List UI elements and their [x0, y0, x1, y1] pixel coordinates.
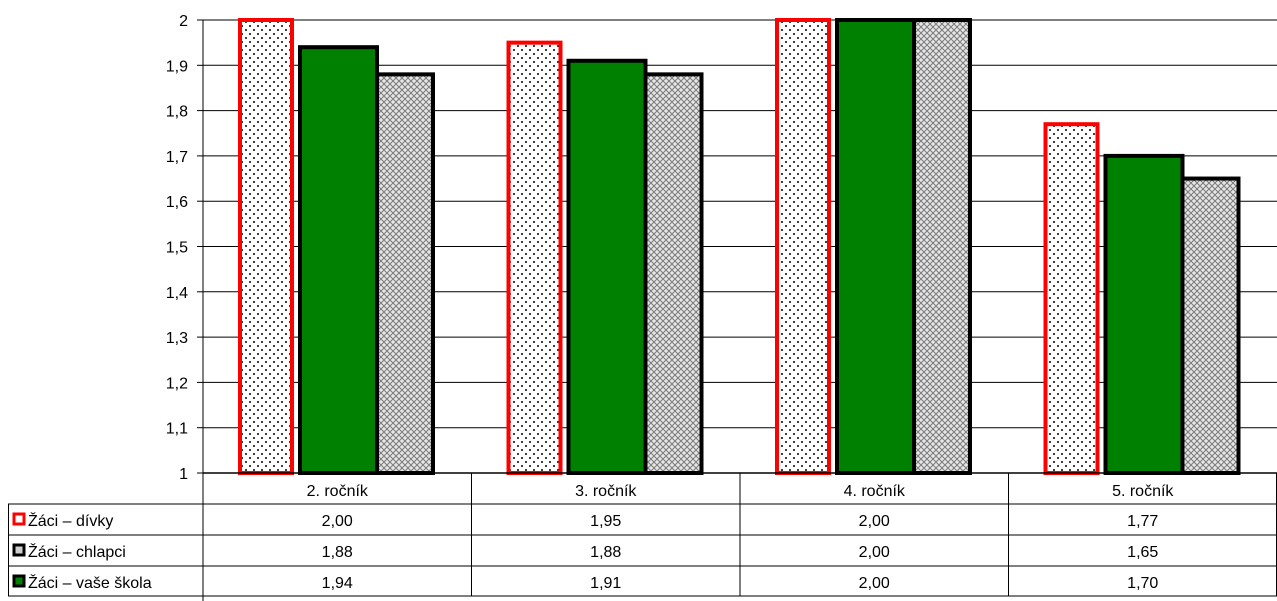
- y-tick-label: 1,2: [166, 375, 188, 392]
- y-tick-label: 1,5: [166, 240, 188, 257]
- y-tick-label: 1,4: [166, 285, 188, 302]
- y-tick-label: 1,1: [166, 421, 188, 438]
- y-tick-label: 2: [179, 13, 188, 30]
- y-tick-label: 1,8: [166, 104, 188, 121]
- legend-key: [12, 543, 26, 557]
- x-tick-label: 4. ročník: [844, 483, 906, 500]
- x-tick-label: 5. ročník: [1112, 483, 1174, 500]
- bar-1-2: [506, 40, 563, 476]
- data-label: 1,91: [590, 575, 621, 592]
- bar-1-1: [238, 18, 294, 475]
- bar-3-4: [1180, 176, 1241, 476]
- data-label: 1,88: [590, 544, 621, 561]
- axes: 1 1,1 1,2 1,3 1,4 1,5 1,6 1,7 1,8 1,9 2: [166, 13, 1277, 601]
- x-tick-label: 3. ročník: [575, 483, 637, 500]
- y-tick-label: 1,3: [166, 330, 188, 347]
- x-tick-label: 2. ročník: [307, 483, 369, 500]
- legend-key: [12, 574, 26, 588]
- data-label: 2,00: [322, 513, 353, 530]
- y-tick-label: 1,9: [166, 58, 188, 75]
- data-label: 1,94: [322, 575, 353, 592]
- bar-2-2: [566, 58, 648, 476]
- data-label: 1,88: [322, 544, 353, 561]
- data-label: 2,00: [859, 544, 890, 561]
- bar-1-4: [1043, 122, 1100, 475]
- bar-2-4: [1103, 153, 1185, 475]
- bar-3-2: [643, 72, 704, 476]
- legend-entry: Žáci – dívky: [28, 511, 113, 530]
- y-tick-label: 1,7: [166, 149, 188, 166]
- data-label: 2,00: [859, 513, 890, 530]
- data-label: 1,77: [1127, 513, 1158, 530]
- legend-entry: Žáci – chlapci: [28, 542, 126, 561]
- legend-entry: Žáci – vaše škola: [28, 573, 152, 592]
- bar-2-1: [298, 45, 379, 476]
- bar-1-3: [775, 18, 831, 475]
- data-table: 2. ročník 3. ročník 4. ročník 5. ročník Žáci…: [8, 473, 1277, 597]
- bar-2-3: [835, 18, 916, 475]
- bar-3-1: [375, 72, 435, 476]
- data-label: 2,00: [859, 575, 890, 592]
- data-label: 1,70: [1127, 575, 1158, 592]
- legend-key: [12, 512, 26, 526]
- y-tick-label: 1: [179, 466, 188, 483]
- data-label: 1,65: [1127, 544, 1158, 561]
- y-tick-label: 1,6: [166, 194, 188, 211]
- bar-3-3: [912, 18, 972, 475]
- data-label: 1,95: [590, 513, 621, 530]
